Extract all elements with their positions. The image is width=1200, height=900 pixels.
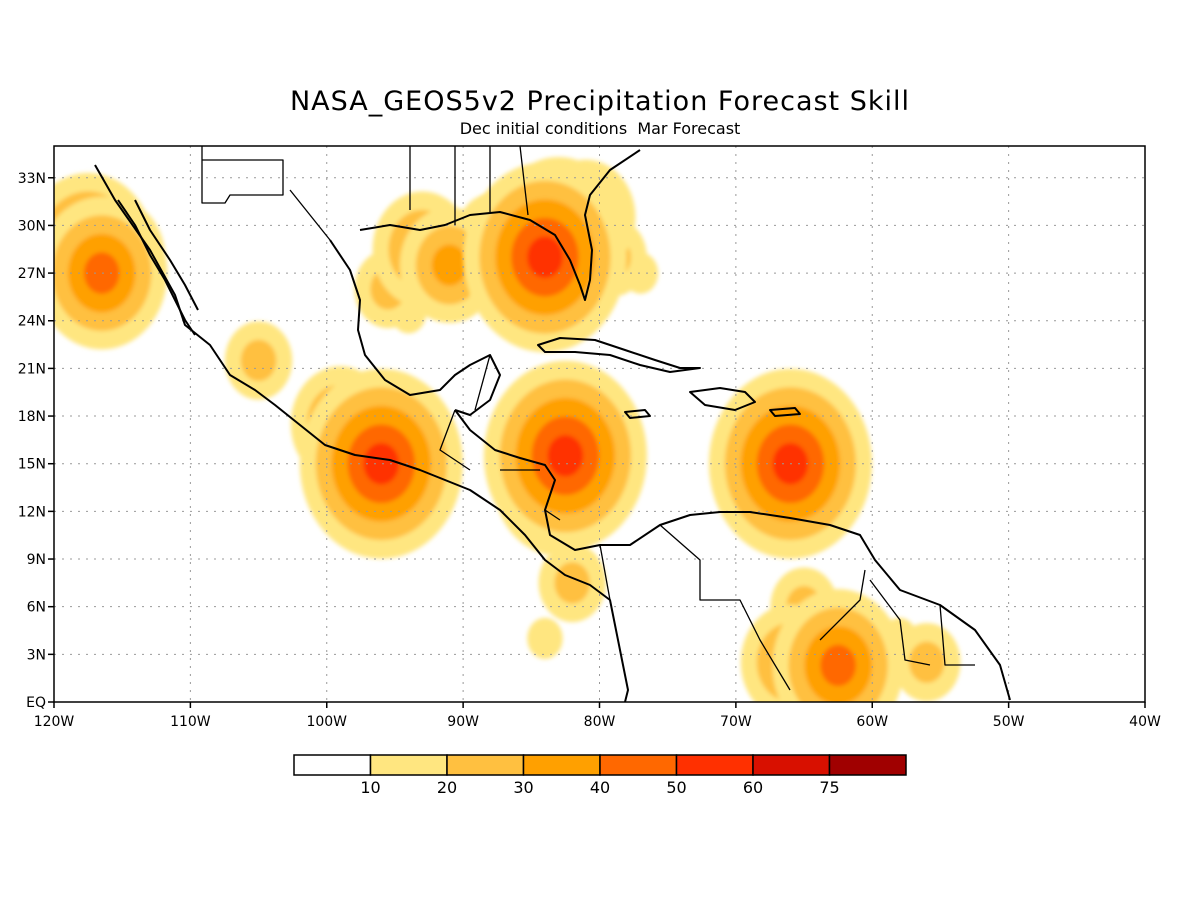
jamaica-island xyxy=(624,409,651,419)
map-subtitle: Dec initial conditions Mar Forecast xyxy=(460,119,741,138)
lat-tick-label: 27N xyxy=(18,266,46,282)
colorbar-label: 60 xyxy=(743,778,763,797)
puerto-rico-island xyxy=(769,407,801,417)
colorbar-swatch xyxy=(675,754,754,776)
lon-tick-label: 40W xyxy=(1129,714,1161,730)
skill-contour xyxy=(84,252,120,294)
lon-tick-label: 120W xyxy=(34,714,75,730)
map-title: NASA_GEOS5v2 Precipitation Forecast Skil… xyxy=(290,86,910,117)
lat-tick-label: 6N xyxy=(27,600,46,616)
skill-contour xyxy=(820,644,856,687)
skill-contour xyxy=(909,641,945,683)
lon-tick-label: 110W xyxy=(170,714,211,730)
colorbar-swatch xyxy=(446,754,525,776)
skill-contour xyxy=(547,435,584,477)
axis-ticks: 120W 110W 100W 90W 80W 70W 60W 50W 40W EQ 3N 6N 9N 12… xyxy=(18,171,1161,730)
cuba-island xyxy=(537,337,701,373)
colorbar-label: 75 xyxy=(819,778,839,797)
skill-region xyxy=(224,321,463,559)
colorbar-label: 10 xyxy=(360,778,380,797)
colorbar-legend: 10 20 30 40 50 60 75 xyxy=(293,754,907,797)
colorbar-label: 40 xyxy=(590,778,610,797)
colorbar-label: 20 xyxy=(437,778,457,797)
caribbean-central-america xyxy=(454,409,1011,701)
skill-contour xyxy=(431,244,468,286)
skill-contour xyxy=(527,617,563,660)
lat-tick-label: 15N xyxy=(18,457,46,473)
coastlines-and-borders xyxy=(94,146,1011,702)
lat-tick-label: 18N xyxy=(18,409,46,425)
graticule xyxy=(54,146,1145,702)
lat-tick-label: 3N xyxy=(27,647,46,663)
colorbar-swatch xyxy=(522,754,601,776)
skill-region xyxy=(483,360,647,557)
colorbar-swatch xyxy=(599,754,678,776)
lon-tick-label: 60W xyxy=(856,714,888,730)
lat-tick-label: EQ xyxy=(26,695,46,711)
country-borders xyxy=(201,146,975,691)
pacific-coastline xyxy=(94,164,629,702)
skill-region xyxy=(740,567,961,702)
colorbar-label: 30 xyxy=(513,778,533,797)
skill-region xyxy=(463,156,659,353)
lat-tick-label: 30N xyxy=(18,218,46,234)
colorbar-label: 50 xyxy=(666,778,686,797)
lon-tick-label: 50W xyxy=(993,714,1025,730)
colorbar-swatch xyxy=(369,754,448,776)
hispaniola-island xyxy=(689,387,756,411)
lon-tick-label: 70W xyxy=(720,714,752,730)
lat-tick-label: 24N xyxy=(18,314,46,330)
skill-contour xyxy=(363,443,400,485)
lat-tick-label: 12N xyxy=(18,504,46,520)
gulf-coastline xyxy=(329,149,641,416)
lon-tick-label: 100W xyxy=(306,714,347,730)
colorbar-swatch xyxy=(752,754,831,776)
colorbar-swatch xyxy=(293,754,372,776)
baja-peninsula xyxy=(117,199,199,336)
lon-tick-label: 90W xyxy=(447,714,479,730)
lon-tick-label: 80W xyxy=(584,714,616,730)
skill-contour xyxy=(527,236,563,278)
skill-contour xyxy=(240,339,277,382)
lat-tick-label: 33N xyxy=(18,171,46,187)
colorbar-swatch xyxy=(828,754,907,776)
lat-tick-label: 21N xyxy=(18,361,46,377)
skill-shading-layer xyxy=(54,156,961,702)
lat-tick-label: 9N xyxy=(27,552,46,568)
skill-region xyxy=(527,543,606,660)
